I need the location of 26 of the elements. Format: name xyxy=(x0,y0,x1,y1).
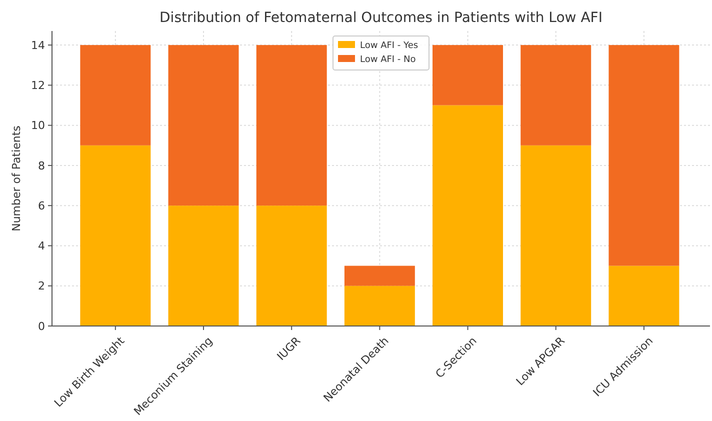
bar xyxy=(344,286,415,326)
y-tick-label: 0 xyxy=(38,320,45,333)
bar xyxy=(80,145,151,326)
y-tick-label: 6 xyxy=(38,199,45,212)
y-tick-label: 12 xyxy=(31,79,45,92)
y-axis-title: Number of Patients xyxy=(10,125,23,232)
bar xyxy=(256,206,327,326)
bar xyxy=(432,45,503,106)
bar xyxy=(344,266,415,286)
y-tick-label: 8 xyxy=(38,159,45,172)
bar xyxy=(168,45,239,206)
chart-title: Distribution of Fetomaternal Outcomes in Patients with Low AFI xyxy=(160,10,602,26)
bar xyxy=(256,45,327,206)
bar xyxy=(80,45,151,146)
bar xyxy=(168,206,239,326)
bar xyxy=(608,266,680,326)
y-tick-label: 4 xyxy=(38,240,45,253)
legend-label: Low AFI - No xyxy=(360,55,416,66)
bar xyxy=(520,45,592,146)
y-tick-label: 10 xyxy=(31,119,45,132)
y-tick-label: 2 xyxy=(38,280,45,293)
bar xyxy=(520,145,592,326)
legend-label: Low AFI - Yes xyxy=(360,41,418,52)
y-tick-label: 14 xyxy=(31,38,45,52)
bar xyxy=(432,105,503,326)
bar xyxy=(608,45,680,266)
